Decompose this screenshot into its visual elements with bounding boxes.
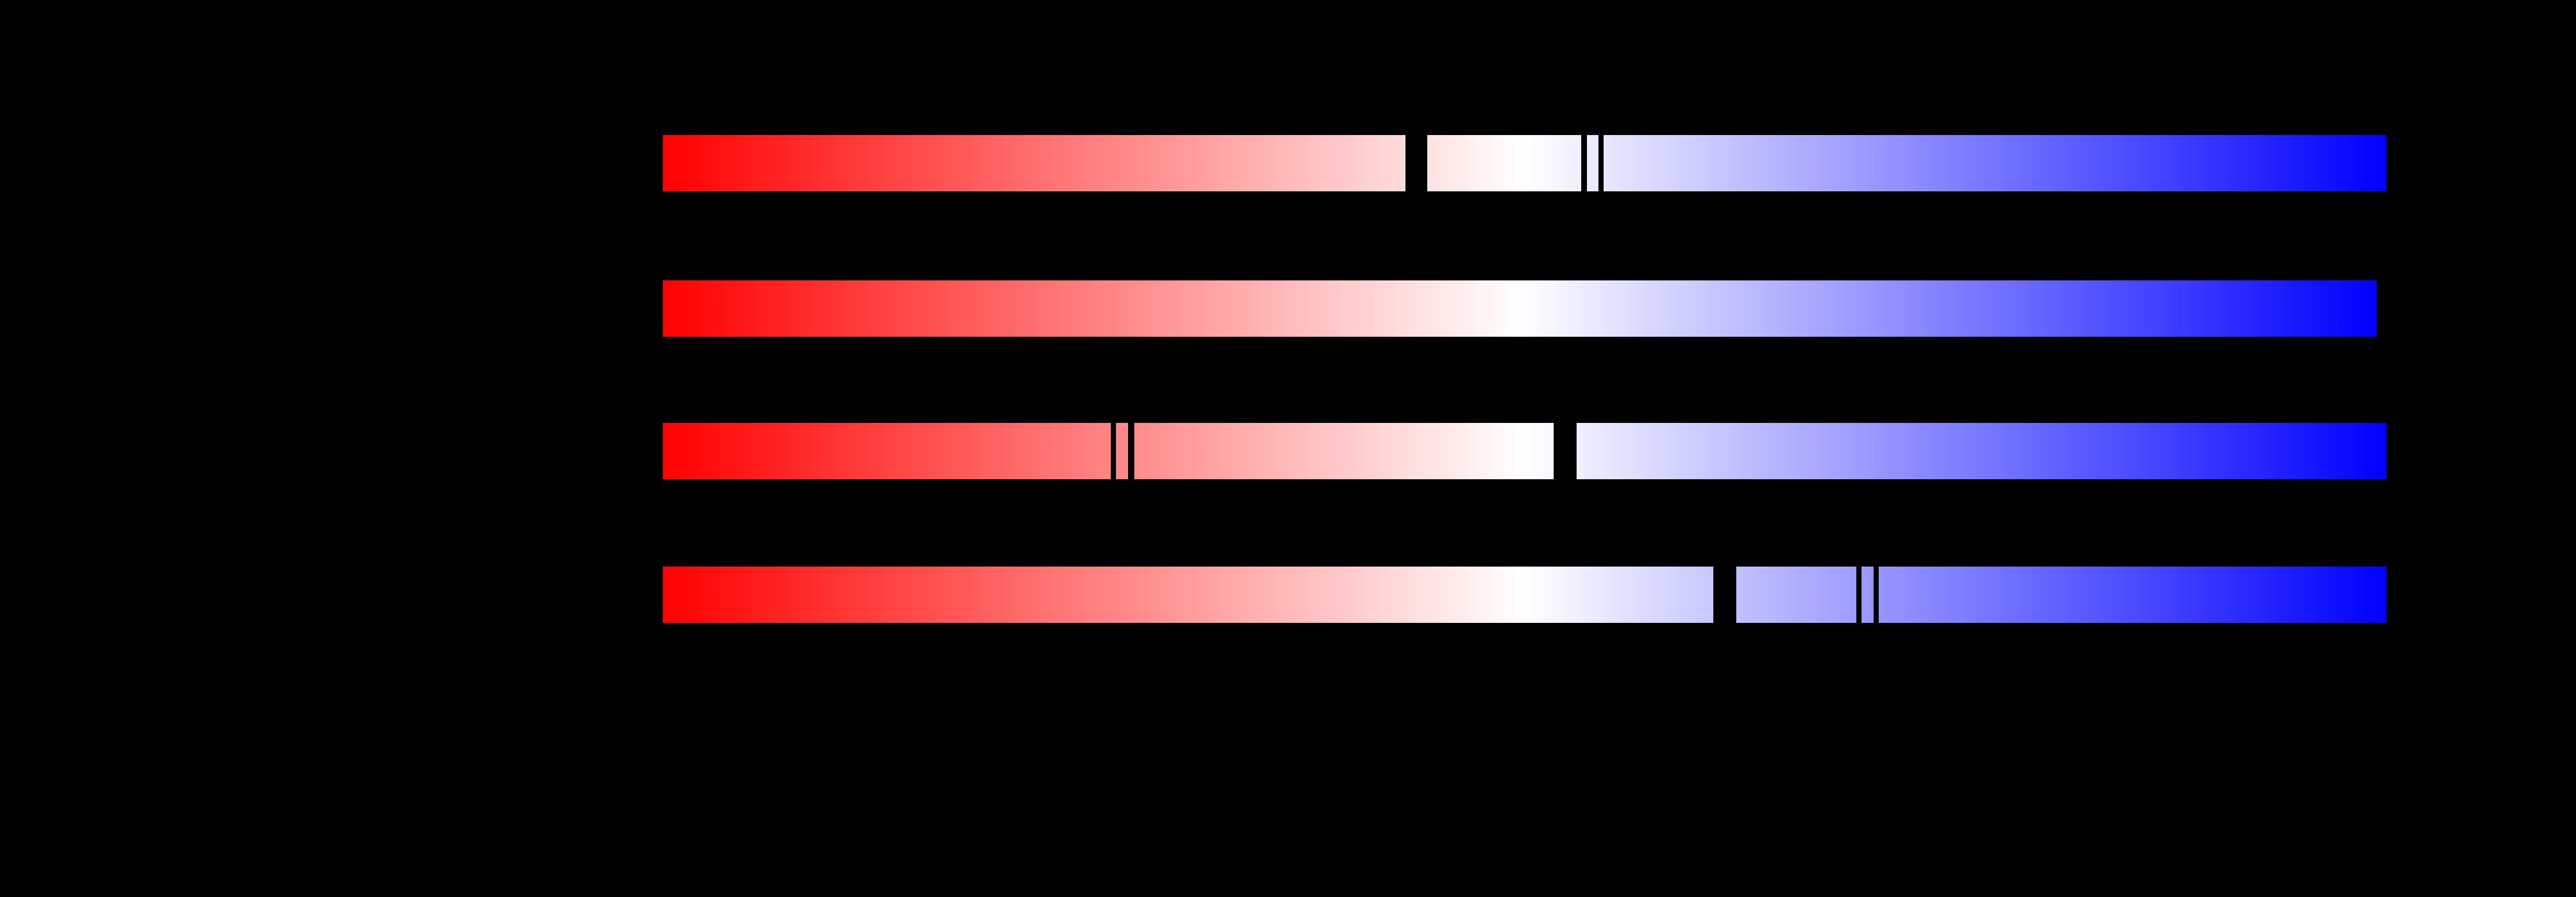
- gradient-bar: [663, 567, 2386, 623]
- tick-break-mark: [1581, 135, 1587, 191]
- tick-break-mark: [1856, 567, 1861, 623]
- gradient-bar: [663, 135, 2386, 191]
- tick-break-mark: [1111, 423, 1116, 479]
- missing-segment-gap: [1554, 423, 1577, 479]
- tick-break-mark: [1598, 135, 1604, 191]
- missing-segment-gap: [1713, 567, 1736, 623]
- tick-break-mark: [1874, 567, 1879, 623]
- gradient-bar: [663, 280, 2377, 337]
- missing-segment-gap: [1405, 135, 1427, 191]
- gradient-bar: [663, 423, 2386, 479]
- tick-break-mark: [1128, 423, 1134, 479]
